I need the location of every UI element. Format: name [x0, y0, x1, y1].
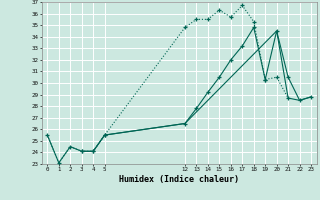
X-axis label: Humidex (Indice chaleur): Humidex (Indice chaleur)	[119, 175, 239, 184]
